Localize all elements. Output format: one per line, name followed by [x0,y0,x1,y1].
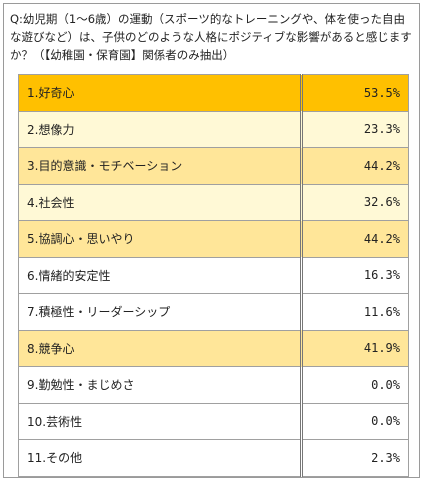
item-percentage: 32.6% [301,183,409,221]
table-row: 5.協調心・思いやり 44.2% [18,220,409,258]
item-label: 5.協調心・思いやり [18,220,303,258]
question-text: Q:幼児期（1～6歳）の運動（スポーツ的なトレーニングや、体を使った自由な遊びな… [10,12,412,62]
table-row: 8.競争心 41.9% [18,329,409,367]
item-percentage: 11.6% [301,293,409,331]
item-percentage: 44.2% [301,220,409,258]
item-label: 9.勤勉性・まじめさ [18,366,303,404]
item-percentage: 53.5% [301,74,409,112]
table-row: 4.社会性 32.6% [18,183,409,221]
item-percentage: 0.0% [301,366,409,404]
survey-panel: Q:幼児期（1～6歳）の運動（スポーツ的なトレーニングや、体を使った自由な遊びな… [3,3,420,478]
item-label: 3.目的意識・モチベーション [18,147,303,185]
table-row: 2.想像力 23.3% [18,110,409,148]
table-row: 11.その他 2.3% [18,439,409,477]
item-percentage: 16.3% [301,256,409,294]
item-percentage: 2.3% [301,439,409,477]
table-row: 9.勤勉性・まじめさ 0.0% [18,366,409,404]
table-row: 1.好奇心 53.5% [18,74,409,112]
item-percentage: 41.9% [301,329,409,367]
item-label: 10.芸術性 [18,402,303,440]
table-row: 7.積極性・リーダーシップ 11.6% [18,293,409,331]
results-table: 1.好奇心 53.5% 2.想像力 23.3% 3.目的意識・モチベーション 44.2% 4… [18,74,409,477]
item-label: 6.情緒的安定性 [18,256,303,294]
table-row: 10.芸術性 0.0% [18,402,409,440]
item-label: 1.好奇心 [18,74,303,112]
item-label: 2.想像力 [18,110,303,148]
item-percentage: 0.0% [301,402,409,440]
item-label: 11.その他 [18,439,303,477]
item-label: 8.競争心 [18,329,303,367]
item-label: 7.積極性・リーダーシップ [18,293,303,331]
item-percentage: 23.3% [301,110,409,148]
table-row: 3.目的意識・モチベーション 44.2% [18,147,409,185]
item-percentage: 44.2% [301,147,409,185]
item-label: 4.社会性 [18,183,303,221]
table-row: 6.情緒的安定性 16.3% [18,256,409,294]
